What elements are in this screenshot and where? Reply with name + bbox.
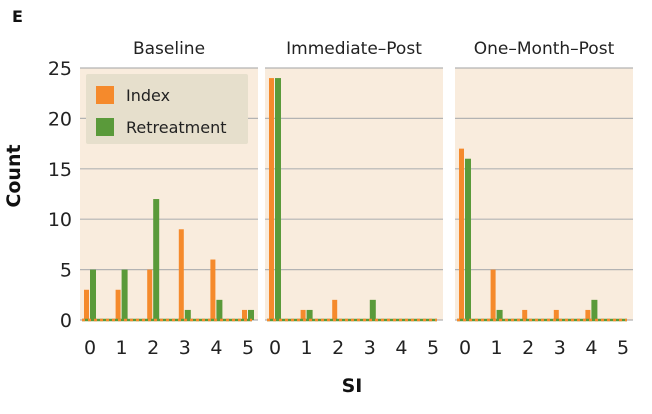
bar-index bbox=[84, 289, 89, 320]
legend-swatch bbox=[96, 118, 114, 136]
bar-retreatment bbox=[496, 309, 503, 320]
x-tick-label: 1 bbox=[301, 337, 313, 359]
facet-title: One–Month–Post bbox=[474, 39, 615, 59]
bar-retreatment bbox=[216, 299, 223, 320]
bar-index bbox=[242, 309, 247, 320]
x-tick-label: 2 bbox=[147, 337, 159, 359]
x-tick-label: 0 bbox=[84, 337, 96, 359]
panel-background bbox=[455, 68, 633, 320]
bar-retreatment bbox=[465, 158, 471, 320]
bar-retreatment bbox=[591, 299, 598, 320]
x-tick-label: 2 bbox=[332, 337, 344, 359]
figure-panel-label: E bbox=[12, 7, 23, 26]
x-tick-label: 5 bbox=[427, 337, 439, 359]
bar-index bbox=[459, 148, 464, 320]
x-tick-label: 4 bbox=[395, 337, 407, 359]
x-tick-label: 4 bbox=[585, 337, 597, 359]
x-tick-label: 4 bbox=[210, 337, 222, 359]
bar-retreatment bbox=[275, 78, 281, 320]
facet-panel-1: Baseline 0 1 2 3 4 5 bbox=[80, 39, 258, 359]
legend-label: Index bbox=[126, 86, 170, 105]
y-axis-title: Count bbox=[3, 144, 25, 207]
bar-retreatment bbox=[248, 309, 254, 320]
y-tick-label: 5 bbox=[60, 260, 72, 282]
y-tick-label: 25 bbox=[48, 58, 72, 80]
x-axis-title: SI bbox=[342, 375, 363, 397]
legend-swatch bbox=[96, 86, 114, 104]
x-tick-label: 2 bbox=[522, 337, 534, 359]
bar-index bbox=[585, 309, 591, 320]
y-tick-label: 20 bbox=[48, 108, 72, 130]
facet-title: Immediate–Post bbox=[286, 39, 422, 59]
bar-retreatment bbox=[121, 269, 128, 320]
bar-index bbox=[553, 309, 559, 320]
x-tick-label: 1 bbox=[491, 337, 503, 359]
x-tick-label: 5 bbox=[242, 337, 254, 359]
x-tick-label: 3 bbox=[554, 337, 566, 359]
y-tick-label: 0 bbox=[60, 310, 72, 332]
x-tick-label: 1 bbox=[116, 337, 128, 359]
y-tick-label: 10 bbox=[48, 209, 72, 231]
bar-index bbox=[115, 289, 121, 320]
x-tick-label: 3 bbox=[179, 337, 191, 359]
x-tick-label: 0 bbox=[459, 337, 471, 359]
y-tick-label: 15 bbox=[48, 159, 72, 181]
facet-panel-3: One–Month–Post 0 1 2 3 4 5 bbox=[455, 39, 633, 359]
bar-retreatment bbox=[184, 309, 191, 320]
x-tick-label: 5 bbox=[617, 337, 629, 359]
bar-index bbox=[147, 269, 153, 320]
bar-retreatment bbox=[153, 199, 160, 320]
bar-retreatment bbox=[90, 269, 96, 320]
bar-index bbox=[178, 229, 184, 320]
legend: Index Retreatment bbox=[86, 74, 248, 144]
facet-panel-2: Immediate–Post 0 1 2 3 4 5 bbox=[265, 39, 443, 359]
bar-retreatment bbox=[306, 309, 313, 320]
bar-index bbox=[210, 259, 216, 320]
bar-retreatment bbox=[369, 299, 376, 320]
legend-box bbox=[86, 74, 248, 144]
panel-background bbox=[265, 68, 443, 320]
bar-index bbox=[269, 78, 274, 320]
x-tick-label: 3 bbox=[364, 337, 376, 359]
legend-label: Retreatment bbox=[126, 118, 227, 137]
bar-index bbox=[522, 309, 528, 320]
facet-title: Baseline bbox=[133, 39, 205, 59]
bar-index bbox=[332, 299, 338, 320]
bar-index bbox=[300, 309, 306, 320]
bar-index bbox=[490, 269, 496, 320]
x-tick-label: 0 bbox=[269, 337, 281, 359]
